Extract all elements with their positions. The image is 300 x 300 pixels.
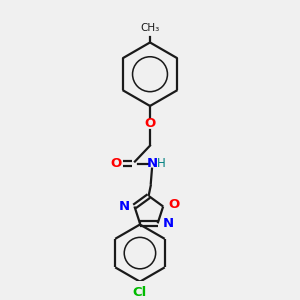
Text: N: N: [147, 157, 158, 170]
Text: O: O: [144, 117, 156, 130]
Text: CH₃: CH₃: [140, 22, 160, 32]
Text: O: O: [110, 157, 122, 170]
Text: Cl: Cl: [133, 286, 147, 299]
Text: N: N: [118, 200, 130, 213]
Text: O: O: [168, 198, 180, 211]
Text: N: N: [162, 217, 174, 230]
Text: H: H: [157, 157, 166, 170]
